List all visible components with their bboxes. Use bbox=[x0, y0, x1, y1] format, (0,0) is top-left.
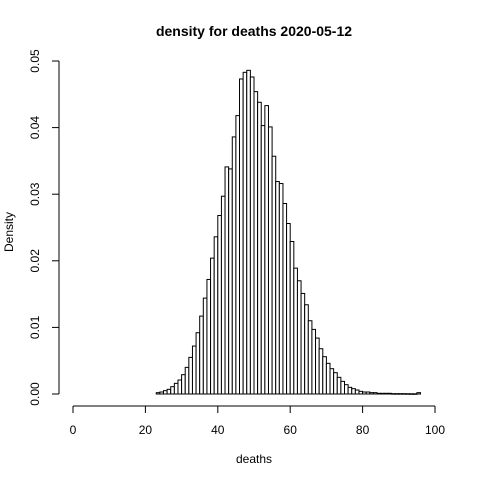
histogram-bar bbox=[387, 392, 393, 395]
histogram-bar bbox=[296, 280, 302, 395]
histogram-bar bbox=[239, 78, 244, 395]
histogram-bar bbox=[354, 389, 360, 395]
x-axis-label: deaths bbox=[236, 452, 272, 466]
histogram-bar bbox=[195, 332, 201, 395]
histogram-bar bbox=[416, 392, 422, 395]
histogram-bar bbox=[199, 315, 204, 395]
histogram-bar bbox=[278, 183, 284, 395]
histogram-bar bbox=[336, 376, 342, 395]
x-tick-label: 40 bbox=[211, 423, 225, 437]
histogram-bar bbox=[282, 203, 288, 395]
histogram-bar bbox=[329, 368, 335, 395]
histogram-bar bbox=[271, 155, 277, 395]
histogram-bar bbox=[257, 101, 262, 395]
x-tick-label: 80 bbox=[356, 423, 370, 437]
histogram-bar bbox=[398, 393, 403, 395]
histogram-bar bbox=[253, 91, 259, 395]
histogram-bar bbox=[307, 320, 313, 395]
x-tick-label: 20 bbox=[139, 423, 153, 437]
histogram-bar bbox=[286, 223, 291, 395]
histogram-bar bbox=[322, 356, 327, 395]
histogram-bar bbox=[177, 379, 183, 395]
histogram-bar bbox=[391, 393, 396, 395]
histogram-bar bbox=[210, 257, 215, 395]
x-tick-label: 60 bbox=[284, 423, 298, 437]
histogram-bar bbox=[166, 388, 172, 395]
histogram-bar bbox=[235, 115, 241, 395]
histogram-bar bbox=[300, 292, 306, 395]
histogram-bar bbox=[264, 105, 269, 395]
histogram-bar bbox=[318, 348, 324, 395]
histogram-bar bbox=[228, 168, 233, 395]
histogram-bar bbox=[184, 366, 190, 395]
histogram-bar bbox=[333, 372, 338, 395]
histogram-bar bbox=[188, 356, 193, 395]
histogram-bar bbox=[304, 304, 309, 395]
histogram-bar bbox=[358, 390, 364, 395]
y-tick-label: 0.00 bbox=[28, 382, 42, 406]
histogram-bar bbox=[412, 393, 418, 395]
histogram-bar bbox=[351, 388, 356, 395]
histogram-bar bbox=[409, 393, 414, 395]
histogram-bar bbox=[365, 391, 371, 395]
y-tick-label: 0.05 bbox=[28, 49, 42, 73]
histogram-bar bbox=[347, 386, 353, 395]
histogram-bar bbox=[344, 384, 349, 395]
histogram-bar bbox=[163, 390, 168, 395]
histogram-bar bbox=[267, 126, 273, 395]
histogram-bar bbox=[289, 240, 295, 395]
histogram-bar bbox=[159, 391, 165, 395]
histogram-bar bbox=[217, 215, 222, 395]
chart-title: density for deaths 2020-05-12 bbox=[156, 23, 352, 39]
histogram-bar bbox=[380, 392, 385, 395]
histogram-bar bbox=[376, 392, 382, 395]
histogram-bar bbox=[249, 76, 255, 395]
histogram-bar bbox=[372, 392, 378, 395]
histogram-bar bbox=[173, 382, 179, 395]
histogram-bar bbox=[293, 267, 298, 395]
y-tick-label: 0.04 bbox=[28, 116, 42, 140]
histogram-bar bbox=[340, 380, 346, 395]
histogram-bar bbox=[311, 328, 317, 395]
histogram-bar bbox=[315, 337, 320, 395]
histogram-bar bbox=[220, 195, 226, 395]
histogram-bar bbox=[181, 374, 186, 395]
x-axis: 0 20 40 60 80 100 bbox=[70, 405, 445, 437]
y-tick-label: 0.03 bbox=[28, 182, 42, 206]
histogram-bar bbox=[246, 69, 251, 395]
x-tick-label: 100 bbox=[425, 423, 445, 437]
histogram-bar bbox=[155, 392, 161, 395]
y-axis: 0.00 0.01 0.02 0.03 0.04 0.05 bbox=[28, 49, 60, 406]
histogram-bar bbox=[202, 297, 208, 395]
x-tick-label: 0 bbox=[70, 423, 77, 437]
histogram-bar bbox=[206, 278, 212, 395]
histogram-bar bbox=[231, 136, 237, 395]
histogram-bar bbox=[383, 392, 389, 395]
histogram-bar bbox=[260, 125, 266, 395]
y-tick-label: 0.01 bbox=[28, 315, 42, 339]
histogram-bar bbox=[170, 386, 175, 395]
histogram-bar bbox=[224, 166, 230, 395]
histogram-bar bbox=[401, 393, 407, 395]
y-tick-label: 0.02 bbox=[28, 249, 42, 273]
histogram-bar bbox=[405, 393, 411, 395]
histogram-bars bbox=[155, 69, 422, 395]
histogram-bar bbox=[213, 236, 219, 395]
histogram-bar bbox=[369, 392, 374, 395]
histogram-bar bbox=[275, 181, 280, 395]
histogram-bar bbox=[362, 391, 367, 395]
histogram-bar bbox=[325, 362, 331, 395]
y-axis-label: Density bbox=[2, 212, 16, 252]
histogram-bar bbox=[191, 345, 197, 395]
histogram-bar bbox=[242, 71, 248, 395]
histogram-bar bbox=[394, 393, 400, 395]
